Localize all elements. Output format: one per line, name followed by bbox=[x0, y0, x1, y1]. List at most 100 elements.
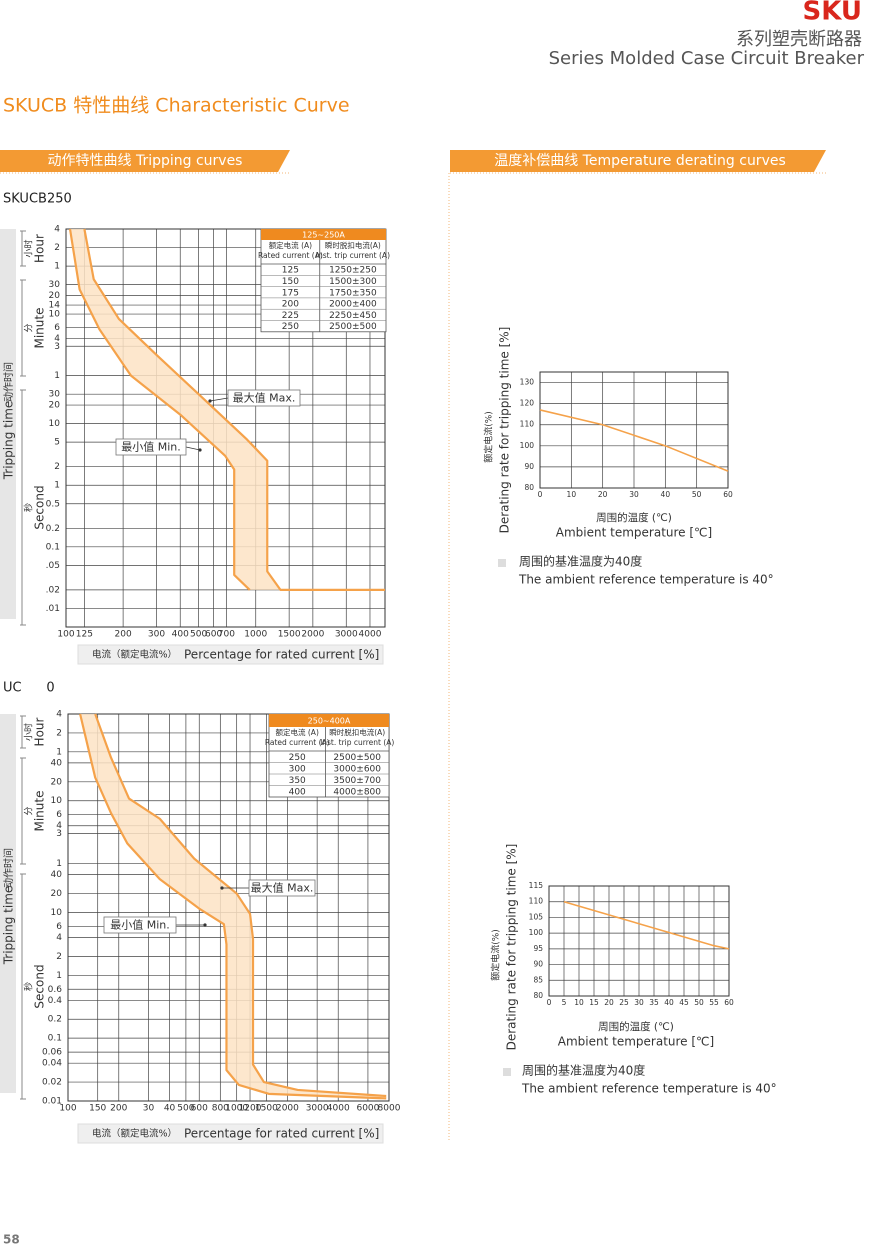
x-tick-label: 100 bbox=[57, 630, 74, 640]
header-title-en: Series Molded Case Circuit Breaker bbox=[549, 48, 865, 69]
table-header: Rated current (A) bbox=[265, 738, 330, 747]
table-cell: 400 bbox=[289, 787, 306, 797]
tripping-band bbox=[80, 714, 387, 1099]
x-tick-label: 600 bbox=[205, 630, 222, 640]
y-tick-label: .05 bbox=[46, 561, 60, 571]
y-tick-label: 110 bbox=[529, 897, 544, 906]
unit-label-cn: 小时 bbox=[23, 723, 35, 741]
x-tick-label: 800 bbox=[212, 1104, 229, 1114]
x-tick-label: 20 bbox=[598, 490, 608, 499]
note-en: The ambient reference temperature is 40° bbox=[521, 1082, 777, 1096]
x-tick-label: 3000 bbox=[306, 1104, 329, 1114]
x-tick-label: 10 bbox=[567, 490, 577, 499]
y-tick-label: 5 bbox=[54, 438, 60, 448]
x-tick-label: 0 bbox=[538, 490, 543, 499]
y-tick-label: 6 bbox=[56, 922, 62, 932]
y-tick-label: 90 bbox=[524, 462, 534, 471]
callout-arrow-head bbox=[203, 923, 207, 927]
x-tick-label: 125 bbox=[76, 630, 93, 640]
callout-label: 最大值 Max. bbox=[251, 881, 314, 895]
y-tick-label: 2 bbox=[54, 462, 60, 472]
x-tick-label: 0 bbox=[547, 998, 552, 1007]
table-title: 250~400A bbox=[308, 717, 351, 726]
plot-frame bbox=[548, 885, 730, 997]
y-tick-label: 3 bbox=[56, 829, 62, 839]
y-axis-title: Tripping time bbox=[2, 401, 16, 481]
callout-arrow bbox=[185, 446, 201, 451]
x-axis-title: Ambient temperature [℃] bbox=[558, 1035, 714, 1049]
y-tick-label: 0.2 bbox=[46, 524, 60, 534]
unit-label-cn: 分 bbox=[24, 323, 35, 332]
note-bullet bbox=[503, 1068, 511, 1076]
x-tick-label: 400 bbox=[172, 630, 189, 640]
y-tick-label: 85 bbox=[533, 975, 543, 984]
x-tick-label: 4000 bbox=[327, 1104, 350, 1114]
x-tick-label: 3000 bbox=[335, 630, 358, 640]
x-tick-label: 150 bbox=[89, 1104, 106, 1114]
x-tick-label: 60 bbox=[724, 998, 734, 1007]
x-tick-label: 1200 bbox=[239, 1104, 262, 1114]
table-cell: 175 bbox=[282, 288, 299, 298]
y-tick-label: 0.06 bbox=[42, 1048, 62, 1058]
y-tick-label: 100 bbox=[529, 928, 544, 937]
table-cell: 200 bbox=[282, 300, 299, 310]
note-en: The ambient reference temperature is 40° bbox=[518, 573, 774, 587]
callout-arrow-head bbox=[208, 399, 212, 403]
x-tick-label: 15 bbox=[589, 998, 599, 1007]
y-tick-label: .02 bbox=[46, 585, 60, 595]
callout-arrow-head bbox=[220, 886, 224, 890]
y-tick-label: 30 bbox=[49, 280, 61, 290]
callout-arrow bbox=[209, 397, 229, 402]
y-tick-label: 20 bbox=[49, 291, 61, 301]
x-tick-label: 35 bbox=[649, 998, 659, 1007]
table-cell: 2500±500 bbox=[329, 322, 377, 332]
table-bg bbox=[260, 228, 387, 333]
y-tick-label: 20 bbox=[51, 777, 63, 787]
y-tick-label: 1 bbox=[54, 262, 60, 272]
x-tick-label: 200 bbox=[110, 1104, 127, 1114]
y-tick-label: 4 bbox=[54, 334, 60, 344]
x-tick-label: 30 bbox=[634, 998, 644, 1007]
x-tick-label: 600 bbox=[191, 1104, 208, 1114]
x-tick-label: 30 bbox=[629, 490, 639, 499]
table-cell: 1500±300 bbox=[329, 277, 377, 287]
note-cn: 周围的基准温度为40度 bbox=[519, 554, 642, 569]
table-cell: 150 bbox=[282, 277, 299, 287]
x-tick-label: 1500 bbox=[255, 1104, 278, 1114]
x-tick-label: 25 bbox=[619, 998, 629, 1007]
table-title: 125~250A bbox=[302, 231, 345, 240]
callout-box bbox=[103, 916, 177, 934]
y-tick-label: 10 bbox=[51, 796, 63, 806]
callout-label: 最大值 Max. bbox=[233, 391, 296, 405]
unit-label-cn: 小时 bbox=[23, 239, 35, 257]
derating-line bbox=[539, 409, 729, 472]
x-axis-title-cn: 周围的温度 (℃) bbox=[596, 511, 672, 524]
table-header: Inst. trip current (A) bbox=[320, 738, 394, 747]
unit-strip bbox=[0, 714, 16, 1093]
x-axis-title-cn: 周围的温度 (℃) bbox=[598, 1020, 674, 1033]
unit-label-cn: 秒 bbox=[23, 503, 35, 512]
page-number: 58 bbox=[3, 1233, 20, 1246]
plot-frame bbox=[539, 371, 729, 489]
x-tick-label: 50 bbox=[692, 490, 702, 499]
tripping-curve bbox=[79, 713, 387, 1100]
table-title-bg bbox=[269, 714, 389, 727]
callout-label: 最小值 Min. bbox=[121, 441, 181, 454]
y-tick-label: 10 bbox=[49, 310, 61, 320]
table-cell: 300 bbox=[289, 764, 306, 774]
x-tick-label: 200 bbox=[115, 630, 132, 640]
x-tick-label: 55 bbox=[709, 998, 719, 1007]
y-axis-title-cn: 动作时间 bbox=[2, 362, 15, 402]
x-axis-title: Percentage for rated current [%] bbox=[184, 1127, 379, 1141]
y-tick-label: 110 bbox=[520, 420, 535, 429]
brand: SKU bbox=[802, 0, 862, 27]
y-tick-label: 2 bbox=[56, 728, 62, 738]
y-tick-label: 115 bbox=[529, 881, 544, 890]
table-cell: 1250±250 bbox=[329, 266, 377, 276]
x-tick-label: 30 bbox=[143, 1104, 155, 1114]
tripping-curve bbox=[94, 713, 387, 1098]
y-tick-label: 0.6 bbox=[48, 985, 63, 995]
unit-label-cn: 分 bbox=[24, 806, 35, 815]
x-tick-label: 60 bbox=[723, 490, 733, 499]
